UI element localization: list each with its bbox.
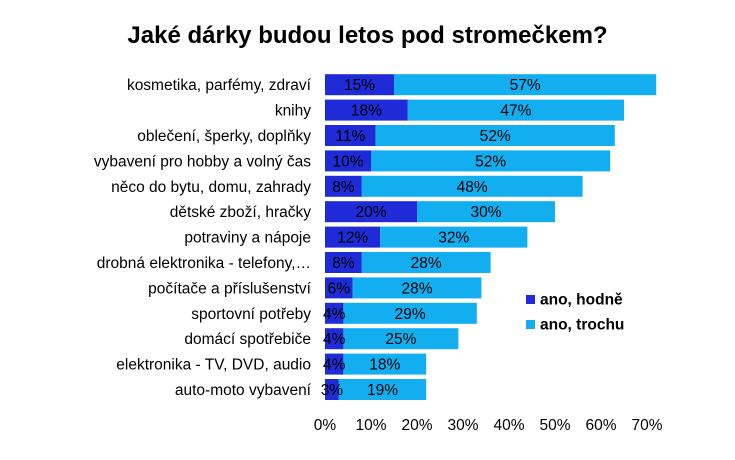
data-label: 3% [321,382,344,399]
data-label: 25% [385,331,416,348]
x-tick-label: 10% [355,417,386,434]
bar-segment-trochu [371,150,611,172]
data-label: 47% [500,103,531,120]
data-label: 6% [328,280,351,297]
category-label: domácí spotřebiče [184,331,311,348]
data-label: 28% [411,255,442,272]
bar-segment-hodne [325,277,353,299]
bar-segment-hodne [325,379,339,400]
bar-segment-trochu [338,379,427,400]
data-label: 19% [367,382,398,399]
bar-segment-trochu [343,328,459,350]
bar-segment-hodne [325,74,394,96]
bar-segment-hodne [325,175,362,197]
data-label: 10% [332,153,363,170]
category-labels: kosmetika, parfémy, zdraví knihy oblečení,… [94,77,312,399]
x-tick-label: 60% [585,417,616,434]
data-label: 11% [335,128,365,145]
data-label: 30% [470,204,501,221]
x-axis-ticks: 0% 10% 20% 30% 40% 50% 60% 70% [314,417,663,434]
x-tick-label: 40% [493,417,524,434]
bar-segment-trochu [361,252,491,273]
data-label: 32% [438,230,469,247]
category-label: potraviny a nápoje [184,230,311,247]
bar-segment-hodne [325,353,344,375]
bar-segment-trochu [407,99,624,121]
bar-segment-trochu [343,353,427,375]
legend: ano, hodně ano, trochu [526,292,624,334]
data-label: 18% [351,103,382,120]
category-label: kosmetika, parfémy, zdraví [127,77,312,94]
bar-segment-hodne [325,201,417,223]
category-label: dětské zboží, hračky [170,204,312,221]
category-label: oblečení, šperky, doplňky [137,128,311,145]
data-label: 8% [332,255,355,272]
data-label: 52% [480,128,511,145]
bar-segment-hodne [325,252,362,273]
chart-title: Jaké dárky budou letos pod stromečkem? [127,22,608,49]
data-label: 12% [337,230,368,247]
bar-segment-trochu [343,302,477,324]
bar-segment-trochu [352,277,482,299]
x-tick-label: 30% [447,417,478,434]
legend-swatch [526,320,535,329]
bar-segment-trochu [394,74,657,96]
data-label: 4% [323,357,346,374]
data-label: 8% [332,179,355,196]
bar-segment-hodne [325,99,408,121]
category-label: počítače a příslušenství [148,280,312,297]
category-label: něco do bytu, domu, zahrady [111,179,311,196]
legend-label: ano, hodně [540,292,623,309]
bar-segment-hodne [325,150,371,172]
x-tick-label: 20% [401,417,432,434]
data-label: 52% [475,153,506,170]
data-label: 15% [344,77,375,94]
category-label: drobná elektronika - telefony,… [97,255,311,272]
bar-segment-trochu [375,125,615,146]
bar-segment-hodne [325,125,376,146]
category-label: elektronika - TV, DVD, audio [116,357,311,374]
legend-label: ano, trochu [540,317,624,334]
bar-segment-trochu [380,226,528,248]
value-labels: 15% 57% 18% 47% 11% 52% 10% 52% 8% 48% 20% 30% 12% 32… [321,77,541,399]
legend-swatch [526,295,535,304]
data-label: 20% [355,204,386,221]
data-label: 4% [323,331,346,348]
bar-segment-hodne [325,226,381,248]
data-label: 18% [369,357,400,374]
data-label: 4% [323,306,346,323]
category-label: knihy [275,103,311,120]
category-label: auto-moto vybavení [175,382,312,399]
data-label: 29% [395,306,426,323]
category-label: sportovní potřeby [191,306,311,323]
bar-segment-hodne [325,328,344,350]
data-label: 57% [510,77,541,94]
x-tick-label: 0% [314,417,337,434]
x-tick-label: 50% [539,417,570,434]
x-tick-label: 70% [631,417,662,434]
data-label: 28% [401,280,432,297]
bars-layer [325,74,657,400]
bar-segment-trochu [417,201,555,223]
data-label: 48% [457,179,488,196]
category-label: vybavení pro hobby a volný čas [94,153,311,170]
bar-segment-hodne [325,302,344,324]
bar-segment-trochu [361,175,583,197]
